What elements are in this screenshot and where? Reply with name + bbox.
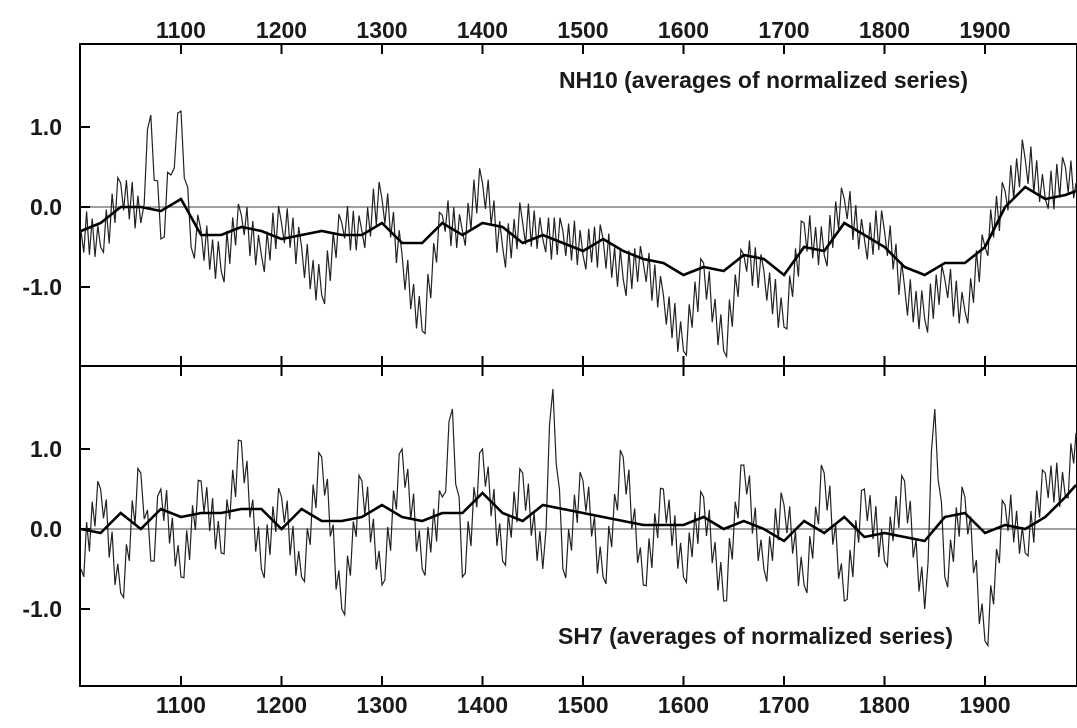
y-tick-label: 0.0 <box>30 516 62 542</box>
x-tick-label: 1500 <box>557 17 608 43</box>
nh10-y-tick-labels: 1.0 0.0 -1.0 <box>22 114 62 300</box>
sh7-y-tick-labels: 1.0 0.0 -1.0 <box>22 436 62 622</box>
sh7-plot-frame <box>79 365 1077 687</box>
y-tick-label: -1.0 <box>22 274 62 300</box>
x-tick-label: 1900 <box>959 692 1010 718</box>
nh10-y-tick-marks <box>80 126 90 288</box>
x-tick-label: 1300 <box>356 692 407 718</box>
nh10-smoothed-series-line <box>80 185 1077 277</box>
x-tick-label: 1200 <box>256 692 307 718</box>
nh10-panel-title: NH10 (averages of normalized series) <box>559 67 968 93</box>
y-tick-label: 1.0 <box>30 114 62 140</box>
nh10-annual-series-line <box>80 109 1077 359</box>
sh7-x-tick-marks <box>180 366 986 686</box>
sh7-annual-series-line <box>80 388 1077 648</box>
x-tick-label: 1100 <box>156 17 206 43</box>
x-tick-label: 1700 <box>758 692 809 718</box>
sh7-x-tick-labels: 1100 1200 1300 1400 1500 1600 1700 1800 1900 <box>156 692 1011 718</box>
x-tick-label: 1600 <box>658 692 709 718</box>
sh7-panel: 1100 1200 1300 1400 1500 1600 1700 1800 1900 1.0… <box>22 365 1077 718</box>
nh10-x-tick-labels: 1100 1200 1300 1400 1500 1600 1700 1800 1900 <box>156 17 1011 43</box>
x-tick-label: 1400 <box>457 692 508 718</box>
x-tick-label: 1400 <box>457 17 508 43</box>
x-tick-label: 1100 <box>156 692 206 718</box>
x-tick-label: 1700 <box>758 17 809 43</box>
x-tick-label: 1800 <box>859 17 910 43</box>
y-tick-label: -1.0 <box>22 596 62 622</box>
y-tick-label: 0.0 <box>30 194 62 220</box>
x-tick-label: 1500 <box>557 692 608 718</box>
nh10-x-tick-marks <box>180 44 986 366</box>
nh10-panel: 1100 1200 1300 1400 1500 1600 1700 1800 1900 1.0… <box>22 17 1077 367</box>
sh7-smoothed-series-line <box>80 484 1077 543</box>
y-tick-label: 1.0 <box>30 436 62 462</box>
x-tick-label: 1300 <box>356 17 407 43</box>
x-tick-label: 1800 <box>859 692 910 718</box>
x-tick-label: 1600 <box>658 17 709 43</box>
sh7-panel-title: SH7 (averages of normalized series) <box>558 623 953 649</box>
x-tick-label: 1200 <box>256 17 307 43</box>
x-tick-label: 1900 <box>959 17 1010 43</box>
